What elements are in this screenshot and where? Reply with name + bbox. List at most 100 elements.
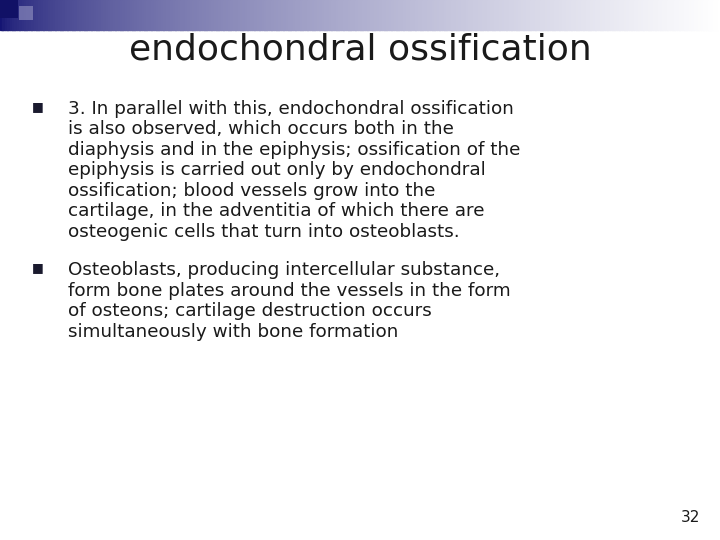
Bar [523, 0, 526, 30]
Bar [326, 0, 329, 30]
Bar [545, 0, 548, 30]
Bar [247, 0, 250, 30]
Bar [531, 0, 534, 30]
Bar [614, 0, 617, 30]
Bar [578, 0, 581, 30]
Bar [19, 6, 33, 20]
Bar [50, 0, 53, 30]
Bar [612, 0, 615, 30]
Bar [319, 0, 322, 30]
Text: ■: ■ [32, 100, 44, 113]
Bar [117, 0, 120, 30]
Text: osteogenic cells that turn into osteoblasts.: osteogenic cells that turn into osteobla… [68, 223, 459, 241]
Text: endochondral ossification: endochondral ossification [129, 33, 591, 67]
Bar [14, 0, 17, 30]
Bar [408, 0, 411, 30]
Bar [204, 0, 207, 30]
Bar [513, 0, 516, 30]
Bar [166, 0, 168, 30]
Bar [122, 0, 125, 30]
Bar [446, 0, 449, 30]
Bar [297, 0, 300, 30]
Bar [17, 0, 19, 30]
Bar [142, 0, 145, 30]
Bar [305, 0, 307, 30]
Bar [554, 0, 557, 30]
Bar [343, 0, 346, 30]
Bar [137, 0, 140, 30]
Bar [163, 0, 166, 30]
Bar [634, 0, 636, 30]
Bar [333, 0, 336, 30]
Bar [279, 0, 282, 30]
Bar [708, 0, 711, 30]
Bar [238, 0, 240, 30]
Bar [146, 0, 149, 30]
Bar [621, 0, 624, 30]
Bar [264, 0, 267, 30]
Bar [168, 0, 171, 30]
Text: 32: 32 [680, 510, 700, 525]
Bar [351, 0, 354, 30]
Bar [158, 0, 161, 30]
Bar [449, 0, 451, 30]
Bar [713, 0, 716, 30]
Bar [84, 0, 87, 30]
Bar [454, 0, 456, 30]
Bar [420, 0, 423, 30]
Bar [439, 0, 442, 30]
Bar [60, 0, 63, 30]
Bar [12, 0, 15, 30]
Bar [511, 0, 514, 30]
Bar [250, 0, 253, 30]
Bar [36, 0, 39, 30]
Bar [684, 0, 687, 30]
Bar [2, 0, 5, 30]
Bar [336, 0, 339, 30]
Bar [86, 0, 89, 30]
Bar [130, 0, 132, 30]
Bar [261, 0, 264, 30]
Bar [271, 0, 274, 30]
Bar [641, 0, 644, 30]
Bar [538, 0, 541, 30]
Text: diaphysis and in the epiphysis; ossification of the: diaphysis and in the epiphysis; ossifica… [68, 141, 521, 159]
Bar [497, 0, 500, 30]
Bar [235, 0, 238, 30]
Bar [180, 0, 183, 30]
Bar [72, 0, 75, 30]
Bar [310, 0, 312, 30]
Bar [53, 0, 55, 30]
Bar [81, 0, 84, 30]
Bar [509, 0, 512, 30]
Bar [574, 0, 577, 30]
Bar [657, 0, 660, 30]
Bar [197, 0, 199, 30]
Bar [127, 0, 130, 30]
Bar [189, 0, 192, 30]
Bar [662, 0, 665, 30]
Bar [58, 0, 60, 30]
Bar [307, 0, 310, 30]
Bar [269, 0, 271, 30]
Bar [276, 0, 279, 30]
Bar [396, 0, 399, 30]
Bar [495, 0, 498, 30]
Bar [243, 0, 246, 30]
Text: is also observed, which occurs both in the: is also observed, which occurs both in t… [68, 120, 454, 138]
Bar [113, 0, 116, 30]
Bar [202, 0, 204, 30]
Bar [581, 0, 584, 30]
Text: cartilage, in the adventitia of which there are: cartilage, in the adventitia of which th… [68, 202, 485, 220]
Bar [487, 0, 490, 30]
Bar [590, 0, 593, 30]
Bar [132, 0, 135, 30]
Bar [156, 0, 159, 30]
Bar [259, 0, 262, 30]
Bar [94, 0, 96, 30]
Bar [626, 0, 629, 30]
Bar [63, 0, 66, 30]
Bar [77, 0, 80, 30]
Bar [79, 0, 82, 30]
Bar [576, 0, 579, 30]
